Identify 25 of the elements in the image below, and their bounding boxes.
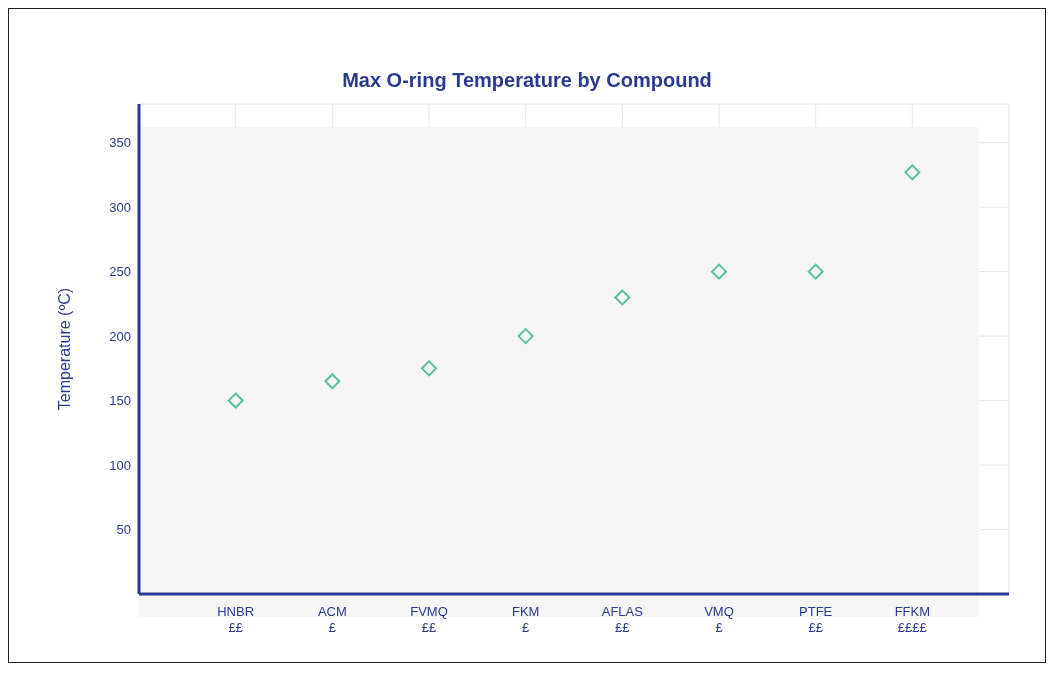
point xyxy=(807,263,824,280)
y-tick-label: 50 xyxy=(116,522,131,538)
y-tick-label: 100 xyxy=(109,457,131,473)
point xyxy=(711,263,727,280)
y-axis-title: Temperature (ºC) xyxy=(55,287,73,411)
point xyxy=(324,373,341,390)
x-tick-label: FKM £ xyxy=(511,604,540,635)
chart-title: Max O-ring Temperature by Compound xyxy=(341,69,713,92)
x-tick-label: VMQ £ xyxy=(704,604,734,635)
x-tick-label: ACM £ xyxy=(317,604,347,635)
y-tick-label: 250 xyxy=(109,264,131,280)
y-tick-label: 300 xyxy=(109,199,131,215)
x-tick-label: HNBR ££ xyxy=(217,604,255,635)
y-tick-label: 200 xyxy=(109,328,131,344)
point xyxy=(421,360,437,377)
y-tick-label: 350 xyxy=(109,135,131,151)
x-tick-label: AFLAS ££ xyxy=(601,604,644,635)
x-tick-label: PTFE ££ xyxy=(799,604,833,635)
point xyxy=(904,164,921,181)
point xyxy=(227,392,244,409)
point xyxy=(517,328,534,345)
x-tick-label: FFKM ££££ xyxy=(894,604,931,635)
y-tick-label: 150 xyxy=(109,393,131,409)
point xyxy=(614,289,631,306)
x-tick-label: FVMQ ££ xyxy=(410,604,448,635)
